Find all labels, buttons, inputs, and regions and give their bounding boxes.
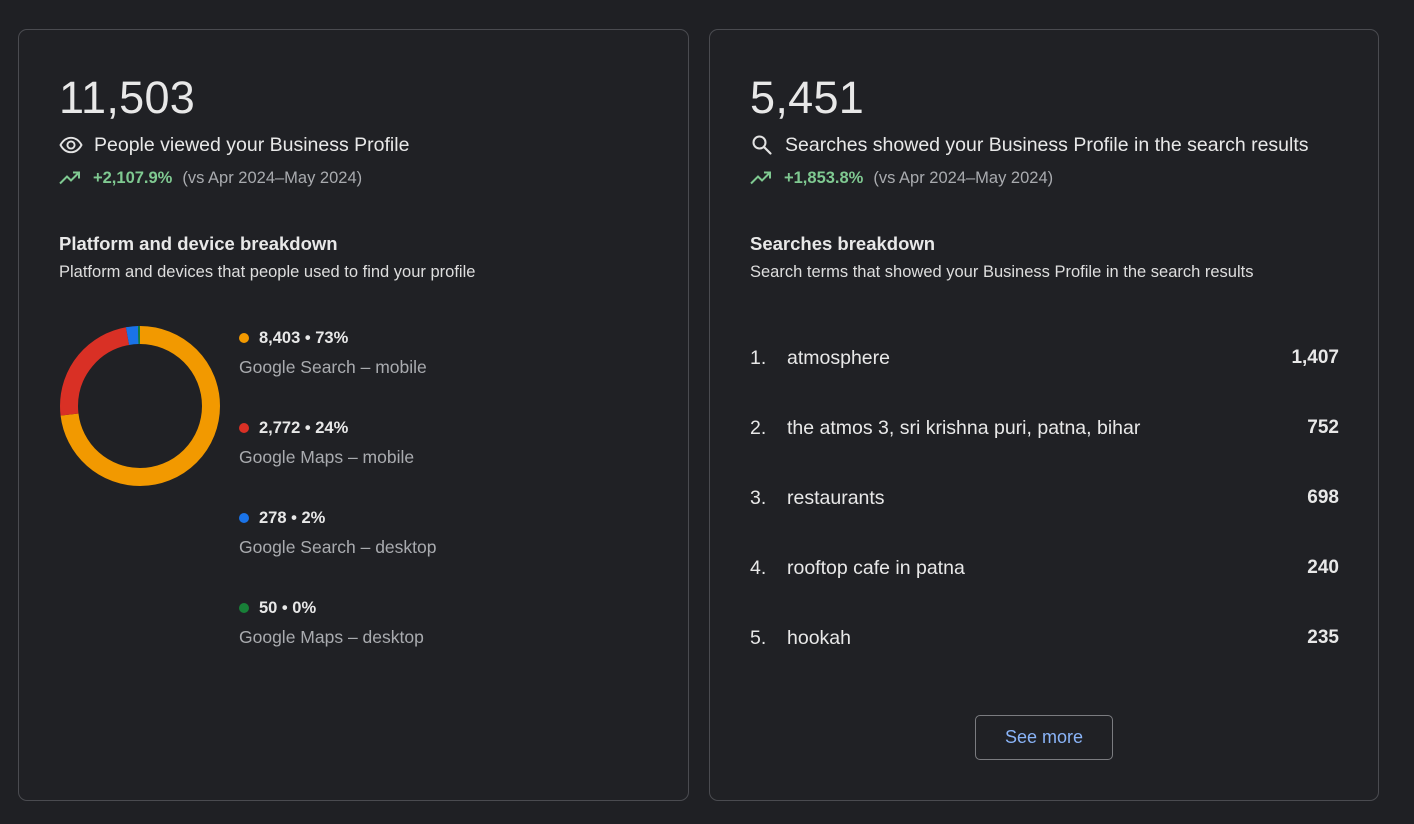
list-item: 3. restaurants 698	[750, 487, 1339, 557]
views-card: 11,503 People viewed your Business Profi…	[18, 29, 689, 801]
search-count: 698	[1307, 487, 1339, 508]
search-rank: 5.	[750, 627, 767, 649]
search-count: 1,407	[1291, 347, 1339, 368]
search-terms-list: 1. atmosphere 1,407 2. the atmos 3, sri …	[750, 347, 1339, 697]
legend-value: 278 • 2%	[259, 508, 326, 527]
views-total: 11,503	[59, 72, 196, 123]
search-rank: 2.	[750, 417, 767, 439]
legend-label: Google Search – mobile	[239, 357, 427, 377]
legend-label: Google Maps – mobile	[239, 447, 415, 467]
legend-dot	[239, 333, 249, 343]
search-count: 240	[1307, 557, 1339, 578]
donut-slice	[60, 326, 220, 486]
breakdown-subtitle: Platform and devices that people used to…	[59, 263, 476, 281]
legend-value: 50 • 0%	[259, 598, 317, 617]
views-metric-label: People viewed your Business Profile	[94, 133, 410, 156]
legend-value: 2,772 • 24%	[259, 418, 349, 437]
list-item: 2. the atmos 3, sri krishna puri, patna,…	[750, 417, 1339, 487]
legend-item: 50 • 0% Google Maps – desktop	[239, 598, 437, 688]
legend-dot	[239, 513, 249, 523]
views-change-value: +2,107.9%	[93, 168, 173, 187]
list-item: 4. rooftop cafe in patna 240	[750, 557, 1339, 627]
legend-item: 8,403 • 73% Google Search – mobile	[239, 328, 437, 418]
search-term: the atmos 3, sri krishna puri, patna, bi…	[787, 417, 1141, 439]
views-change-row: +2,107.9% (vs Apr 2024–May 2024)	[59, 167, 362, 189]
trending-up-icon	[750, 168, 774, 188]
search-icon	[750, 133, 774, 157]
searches-metric-row: Searches showed your Business Profile in…	[750, 133, 1309, 157]
eye-icon	[59, 133, 83, 157]
searches-breakdown-subtitle: Search terms that showed your Business P…	[750, 263, 1254, 281]
donut-slice	[60, 326, 220, 486]
trending-up-icon	[59, 168, 83, 188]
breakdown-legend: 8,403 • 73% Google Search – mobile 2,772…	[239, 328, 437, 688]
searches-change-compare: (vs Apr 2024–May 2024)	[873, 168, 1054, 187]
search-rank: 4.	[750, 557, 767, 579]
search-term: restaurants	[787, 487, 885, 509]
see-more-button[interactable]: See more	[975, 715, 1113, 760]
search-count: 235	[1307, 627, 1339, 648]
searches-card: 5,451 Searches showed your Business Prof…	[709, 29, 1379, 801]
views-change-compare: (vs Apr 2024–May 2024)	[182, 168, 363, 187]
platform-donut-chart	[60, 326, 220, 486]
legend-item: 2,772 • 24% Google Maps – mobile	[239, 418, 437, 508]
search-term: hookah	[787, 627, 851, 649]
legend-label: Google Search – desktop	[239, 537, 437, 557]
search-term: rooftop cafe in patna	[787, 557, 965, 579]
legend-label: Google Maps – desktop	[239, 627, 424, 647]
searches-change-value: +1,853.8%	[784, 168, 864, 187]
searches-breakdown-title: Searches breakdown	[750, 233, 936, 254]
list-item: 1. atmosphere 1,407	[750, 347, 1339, 417]
searches-total: 5,451	[750, 72, 865, 123]
legend-dot	[239, 603, 249, 613]
search-term: atmosphere	[787, 347, 890, 369]
views-metric-row: People viewed your Business Profile	[59, 133, 409, 157]
search-rank: 3.	[750, 487, 767, 509]
searches-change-row: +1,853.8% (vs Apr 2024–May 2024)	[750, 167, 1053, 189]
searches-metric-label: Searches showed your Business Profile in…	[785, 133, 1309, 156]
breakdown-title: Platform and device breakdown	[59, 233, 338, 254]
legend-dot	[239, 423, 249, 433]
search-rank: 1.	[750, 347, 767, 369]
legend-value: 8,403 • 73%	[259, 328, 349, 347]
search-count: 752	[1307, 417, 1339, 438]
list-item: 5. hookah 235	[750, 627, 1339, 697]
legend-item: 278 • 2% Google Search – desktop	[239, 508, 437, 598]
